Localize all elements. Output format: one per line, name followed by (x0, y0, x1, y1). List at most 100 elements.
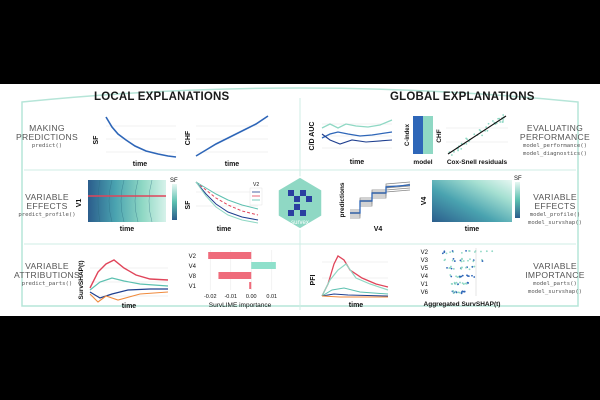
auc-ylabel: C/D AUC (309, 122, 316, 151)
variable-importance-title: VARIABLE IMPORTANCE (525, 261, 585, 280)
agg-dot (460, 291, 463, 293)
coxsnell-ylabel: CHF (436, 129, 443, 142)
agg-category: V6 (421, 290, 429, 296)
ice-xlabel: time (217, 226, 232, 233)
coxsnell-point (478, 128, 481, 131)
coxsnell-point (499, 121, 502, 123)
agg-dot (451, 259, 454, 262)
heatmap-right-ylabel: V4 (421, 197, 428, 206)
plots-layer: SF time CHF time SF V1 time (76, 114, 522, 310)
sf-xlabel: time (133, 161, 148, 168)
heatmap-right: SF V4 time (421, 176, 522, 233)
agg-dot (466, 275, 469, 277)
agg-dot (461, 282, 464, 285)
coxsnell-point (450, 154, 453, 156)
variable-attributions-title: VARIABLE ATTRIBUTIONS (14, 261, 80, 280)
making-predictions-title: MAKING PREDICTIONS (15, 123, 79, 142)
agg-dot (449, 274, 452, 276)
pfi-ylabel: PFI (310, 275, 317, 286)
heatmap-left: SF V1 time (76, 178, 178, 233)
agg-dot (452, 257, 455, 260)
survlime-tick: 0.00 (246, 294, 257, 300)
agg-dot (451, 283, 454, 285)
agg-dot (471, 274, 473, 277)
heatmap-left-legend: SF (170, 178, 178, 184)
survlime-bar (208, 252, 252, 259)
coxsnell-point (465, 142, 468, 145)
survlime-category: V2 (189, 254, 197, 260)
agg-dot (480, 250, 482, 253)
auc-plot: C/D AUC time (309, 119, 393, 166)
coxsnell-point (492, 120, 494, 122)
agg-dot (457, 283, 459, 286)
predict-parts-func: predict_parts() (21, 281, 73, 287)
survlime-tick: 0.01 (266, 294, 277, 300)
coxsnell-point (465, 137, 468, 140)
agg-dot (473, 276, 476, 278)
chf-curve (195, 115, 269, 157)
sf-ylabel: SF (93, 135, 100, 145)
agg-dot (465, 249, 467, 252)
survshap-ylabel: SurvSHAP(t) (78, 260, 85, 299)
coxsnell-plot: CHF Cox-Snell residuals (436, 114, 508, 166)
coxsnell-point (498, 117, 501, 120)
pfi-plot: PFI time (310, 255, 389, 309)
agg-dot (449, 266, 452, 269)
agg-dot (453, 281, 456, 284)
cindex-ylabel: C-index (405, 123, 411, 146)
agg-dot (458, 291, 461, 294)
agg-dot (452, 290, 455, 292)
model-profile-func: model_profile() model_survshap() (528, 212, 582, 226)
agg-dot (455, 291, 458, 294)
coxsnell-xlabel: Cox-Snell residuals (447, 159, 508, 166)
chf-plot: CHF time (185, 115, 269, 168)
agg-xlabel: Aggregated SurvSHAP(t) (424, 301, 501, 308)
agg-dot (451, 250, 454, 252)
survlime-tick: -0.01 (224, 294, 237, 300)
local-explanations-header: LOCAL EXPLANATIONS (94, 91, 230, 103)
agg-category: V3 (421, 258, 429, 264)
coxsnell-point (473, 133, 476, 136)
survshap-xlabel: time (122, 303, 137, 310)
coxsnell-point (481, 134, 483, 137)
agg-category: V4 (421, 274, 429, 280)
coxsnell-point (460, 147, 463, 150)
agg-dot (481, 260, 484, 262)
heatmap-right-xlabel: time (465, 226, 480, 233)
ice-legend-title: V2 (253, 182, 259, 188)
agg-dot (452, 292, 455, 294)
global-explanations-header: GLOBAL EXPLANATIONS (390, 91, 535, 103)
agg-dot (460, 260, 463, 263)
predict-profile-func: predict_profile() (18, 212, 76, 218)
cindex-plot: C-index model (405, 116, 433, 166)
predict-func: predict() (31, 143, 63, 149)
agg-dot (474, 250, 477, 252)
evaluating-performance-title: EVALUATING PERFORMANCE (519, 123, 591, 142)
sf-curve (105, 116, 177, 158)
agg-dot (443, 259, 446, 262)
coxsnell-point (485, 126, 488, 129)
pdp-xlabel: V4 (374, 226, 383, 233)
agg-dot (462, 283, 465, 286)
survlime-bar (218, 272, 252, 279)
coxsnell-point (487, 122, 490, 125)
pfi-xlabel: time (349, 302, 364, 309)
agg-survshap-plot: V2 V3 V5 V4 V1 V6 Aggregated SurvSHAP(t) (421, 248, 501, 308)
agg-dot (455, 281, 458, 284)
agg-dot (450, 275, 453, 278)
variable-effects-left-title: VARIABLE EFFECTS (25, 192, 69, 211)
panel-frame (21, 87, 579, 310)
survex-logo: survex (277, 176, 323, 230)
coxsnell-point (502, 114, 505, 116)
agg-category: V5 (421, 266, 429, 272)
ice-ylabel: SF (185, 200, 192, 210)
agg-category: V1 (421, 282, 429, 288)
survshap-plot: SurvSHAP(t) time (78, 259, 169, 310)
survlime-bar (251, 262, 276, 269)
agg-dot (462, 260, 465, 262)
chf-xlabel: time (225, 161, 240, 168)
heatmap-left-xlabel: time (120, 226, 135, 233)
coxsnell-point (453, 151, 455, 153)
infographic: LOCAL EXPLANATIONS GLOBAL EXPLANATIONS M… (0, 84, 600, 316)
coxsnell-point (502, 119, 505, 121)
